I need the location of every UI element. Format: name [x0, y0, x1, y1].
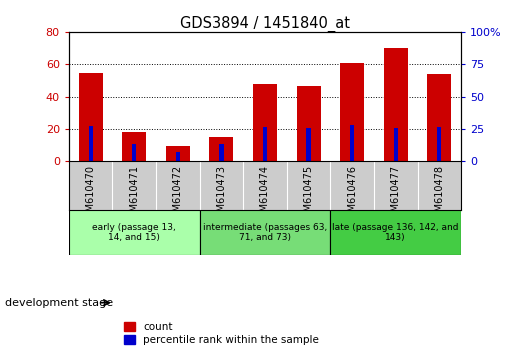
Text: intermediate (passages 63,
71, and 73): intermediate (passages 63, 71, and 73)	[203, 223, 327, 242]
Bar	[437, 127, 441, 161]
Bar	[427, 74, 452, 161]
Bar	[200, 210, 330, 255]
Title: GDS3894 / 1451840_at: GDS3894 / 1451840_at	[180, 16, 350, 32]
Bar	[219, 144, 224, 161]
Bar	[69, 210, 200, 255]
Legend: count, percentile rank within the sample: count, percentile rank within the sample	[125, 322, 319, 345]
Bar	[253, 84, 277, 161]
Text: GSM610476: GSM610476	[347, 165, 357, 224]
Bar	[132, 144, 136, 161]
Text: GSM610473: GSM610473	[216, 165, 226, 224]
Bar	[175, 152, 180, 161]
Text: GSM610470: GSM610470	[86, 165, 96, 224]
Text: GSM610471: GSM610471	[129, 165, 139, 224]
Bar	[79, 73, 103, 161]
Bar	[166, 146, 190, 161]
Bar	[384, 48, 408, 161]
Bar	[340, 63, 364, 161]
Bar	[263, 127, 267, 161]
Bar	[122, 132, 146, 161]
Bar	[394, 127, 398, 161]
Text: GSM610478: GSM610478	[434, 165, 444, 224]
Text: late (passage 136, 142, and
143): late (passage 136, 142, and 143)	[332, 223, 459, 242]
Bar	[209, 137, 233, 161]
Bar	[89, 126, 93, 161]
Text: GSM610475: GSM610475	[304, 165, 314, 224]
Text: early (passage 13,
14, and 15): early (passage 13, 14, and 15)	[92, 223, 176, 242]
Text: GSM610477: GSM610477	[391, 165, 401, 224]
Bar	[350, 125, 355, 161]
Bar	[306, 127, 311, 161]
Text: GSM610472: GSM610472	[173, 165, 183, 224]
Text: development stage: development stage	[5, 298, 113, 308]
Bar	[330, 210, 461, 255]
Text: GSM610474: GSM610474	[260, 165, 270, 224]
Bar	[297, 86, 321, 161]
